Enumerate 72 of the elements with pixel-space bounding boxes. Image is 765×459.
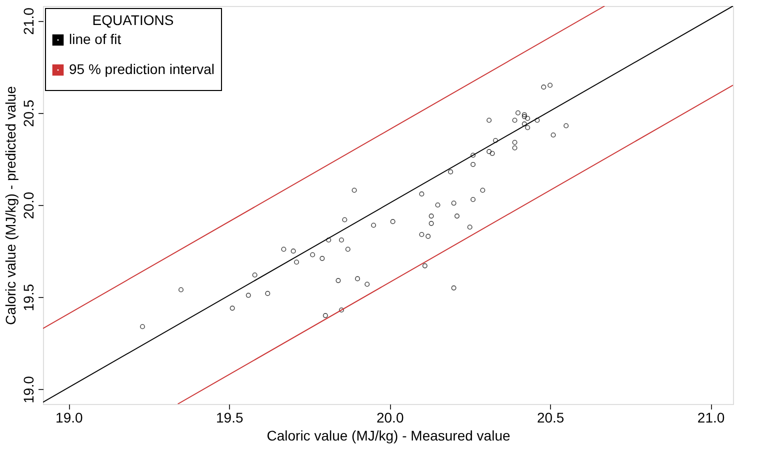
x-tick-label: 20.0	[376, 410, 404, 426]
point	[364, 282, 370, 287]
point	[338, 237, 344, 243]
point	[522, 114, 527, 120]
point	[451, 285, 456, 290]
point	[290, 248, 296, 254]
point	[419, 191, 424, 196]
point	[345, 246, 350, 252]
point	[426, 234, 431, 239]
y-tick-label: 20.5	[20, 100, 36, 127]
point	[265, 290, 270, 296]
point	[448, 169, 454, 174]
point	[352, 188, 357, 193]
point	[294, 260, 300, 265]
point	[492, 138, 498, 144]
point	[419, 232, 424, 237]
point	[534, 118, 540, 123]
y-tick-label: 20.0	[20, 192, 36, 220]
point	[451, 200, 456, 206]
point	[371, 222, 376, 228]
point	[246, 292, 251, 298]
point	[522, 121, 527, 126]
y-axis-title: Caloric value (MJ/kg) - predicted value	[2, 86, 18, 325]
point	[490, 150, 495, 156]
point	[470, 162, 476, 167]
legend-title: EQUATIONS	[92, 12, 174, 28]
point	[525, 125, 530, 130]
x-axis-title: Caloric value (MJ/kg) - Measured value	[266, 428, 510, 444]
point	[281, 246, 286, 252]
point	[230, 306, 235, 311]
y-tick-label: 19.0	[20, 376, 36, 404]
point	[342, 217, 348, 222]
point	[320, 256, 325, 261]
point	[178, 287, 184, 292]
y-tick-label: 21.0	[20, 7, 36, 35]
point	[512, 118, 518, 123]
point	[564, 123, 569, 128]
point	[428, 220, 434, 226]
x-tick-label: 21.0	[697, 410, 725, 426]
point	[512, 140, 518, 145]
point	[525, 116, 530, 121]
point	[326, 237, 332, 243]
point	[467, 224, 472, 230]
point	[486, 149, 492, 154]
point	[338, 308, 344, 313]
point	[548, 82, 553, 88]
point	[550, 132, 556, 138]
point	[515, 110, 520, 116]
legend-label: line of fit	[69, 31, 122, 47]
point	[435, 202, 440, 208]
x-tick-label: 20.5	[536, 410, 564, 426]
point	[454, 214, 460, 219]
point	[522, 112, 527, 118]
point	[428, 214, 434, 219]
point	[252, 272, 258, 278]
point	[470, 196, 476, 202]
point	[322, 313, 328, 318]
point	[336, 278, 341, 284]
point	[140, 324, 146, 330]
point	[354, 276, 360, 282]
legend-label: 95 % prediction interval	[69, 61, 215, 77]
point	[512, 145, 518, 150]
y-tick-label: 19.5	[20, 284, 36, 312]
x-tick-label: 19.5	[216, 410, 244, 426]
point	[470, 152, 476, 158]
point	[541, 84, 546, 90]
point	[480, 188, 486, 193]
point	[310, 252, 316, 258]
point	[486, 118, 492, 123]
point	[390, 219, 396, 224]
point	[422, 263, 428, 268]
x-tick-label: 19.0	[56, 410, 84, 426]
